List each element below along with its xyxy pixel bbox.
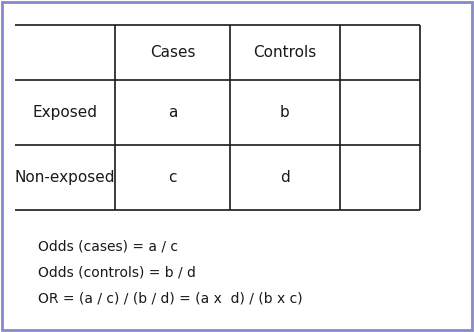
Text: Cases: Cases: [150, 45, 195, 60]
Text: Non-exposed: Non-exposed: [15, 170, 115, 185]
Text: d: d: [280, 170, 290, 185]
Text: c: c: [168, 170, 177, 185]
Text: Controls: Controls: [254, 45, 317, 60]
Text: Exposed: Exposed: [33, 105, 98, 120]
Text: a: a: [168, 105, 177, 120]
Text: Odds (controls) = b / d: Odds (controls) = b / d: [38, 266, 196, 280]
Text: b: b: [280, 105, 290, 120]
FancyBboxPatch shape: [2, 2, 472, 330]
Text: OR = (a / c) / (b / d) = (a x  d) / (b x c): OR = (a / c) / (b / d) = (a x d) / (b x …: [38, 292, 302, 306]
Text: Odds (cases) = a / c: Odds (cases) = a / c: [38, 240, 178, 254]
